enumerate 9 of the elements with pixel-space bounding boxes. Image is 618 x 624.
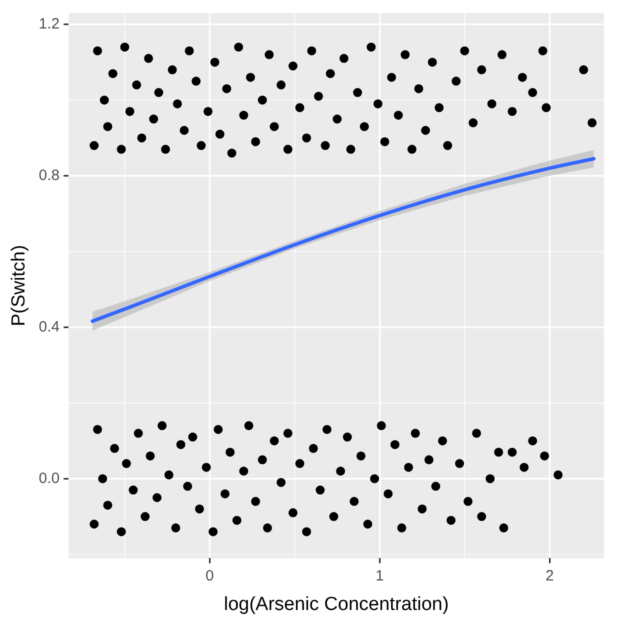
y-axis-title: P(Switch) [8,244,30,326]
y-tick-label: 0.8 [38,166,60,184]
x-tick-label: 2 [545,567,554,584]
y-tick-label: 0.0 [38,470,60,487]
x-tick-label: 1 [375,567,384,584]
x-tick-label: 0 [206,567,214,584]
y-tick-label: 1.2 [38,16,60,32]
y-tick-label: 0.4 [38,318,60,336]
x-axis-title: log(Arsenic Concentration) [224,594,449,615]
